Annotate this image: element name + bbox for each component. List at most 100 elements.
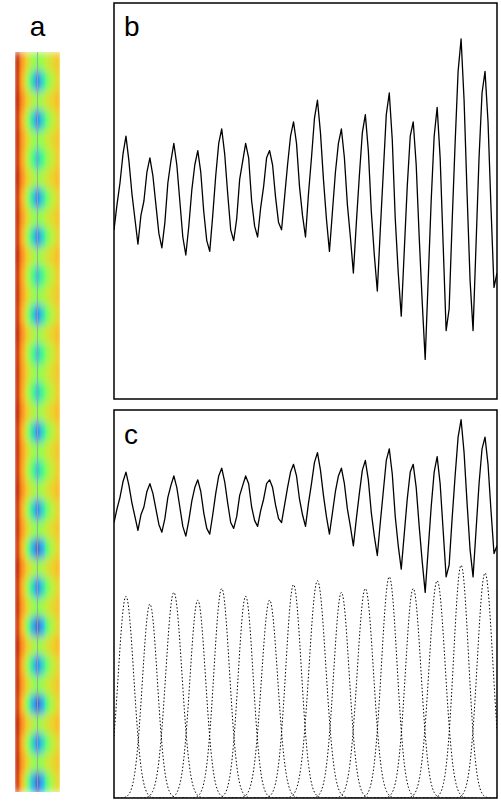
image-cell: [40, 480, 46, 500]
image-cell: [45, 325, 51, 345]
image-cell: [45, 305, 51, 325]
fitted-peak: [208, 596, 283, 798]
fitted-peak: [229, 600, 310, 798]
fitted-peak: [276, 581, 360, 798]
image-cell: [55, 558, 60, 578]
image-cell: [40, 695, 46, 715]
image-cell: [55, 734, 60, 754]
image-cell: [50, 578, 56, 598]
fitted-peak: [374, 588, 452, 798]
image-cell: [30, 52, 36, 72]
image-cell: [50, 403, 56, 423]
fitted-peak: [303, 592, 381, 798]
image-cell: [55, 110, 60, 130]
image-cell: [40, 247, 46, 267]
image-cell: [40, 773, 46, 792]
image-cell: [50, 675, 56, 695]
image-cell: [45, 617, 51, 637]
image-cell: [55, 539, 60, 559]
image-cell: [45, 422, 51, 442]
image-cell: [50, 558, 56, 578]
panel-letter: c: [124, 419, 138, 450]
image-cell: [20, 383, 26, 403]
image-cell: [25, 149, 31, 169]
image-cell: [15, 344, 21, 364]
image-cell: [55, 169, 60, 189]
image-cell: [30, 305, 36, 325]
figure: abc: [0, 0, 501, 802]
image-cell: [25, 247, 31, 267]
image-cell: [20, 519, 26, 539]
image-cell: [40, 422, 46, 442]
image-cell: [15, 461, 21, 481]
image-cell: [20, 266, 26, 286]
image-cell: [30, 403, 36, 423]
image-cell: [55, 383, 60, 403]
image-cell: [25, 773, 31, 792]
image-cell: [25, 169, 31, 189]
image-cell: [40, 617, 46, 637]
image-cell: [50, 325, 56, 345]
image-cell: [40, 403, 46, 423]
plot-frame: [114, 3, 497, 399]
image-cell: [30, 480, 36, 500]
image-cell: [45, 169, 51, 189]
image-cell: [30, 558, 36, 578]
image-cell: [30, 344, 36, 364]
image-cell: [30, 636, 36, 656]
image-cell: [25, 734, 31, 754]
image-cell: [20, 286, 26, 306]
image-cell: [45, 149, 51, 169]
image-cell: [50, 247, 56, 267]
image-cell: [55, 461, 60, 481]
image-cell: [30, 656, 36, 676]
image-cell: [45, 130, 51, 150]
image-cell: [20, 675, 26, 695]
image-cell: [40, 208, 46, 228]
image-cell: [45, 539, 51, 559]
panel-letter: b: [124, 11, 140, 42]
image-cell: [30, 714, 36, 734]
image-cell: [50, 441, 56, 461]
image-cell: [30, 617, 36, 637]
image-cell: [55, 344, 60, 364]
image-cell: [15, 227, 21, 247]
image-cell: [15, 149, 21, 169]
image-cell: [25, 383, 31, 403]
image-cell: [20, 208, 26, 228]
image-cell: [40, 130, 46, 150]
image-cell: [50, 714, 56, 734]
image-cell: [40, 266, 46, 286]
image-cell: [45, 636, 51, 656]
image-cell: [50, 110, 56, 130]
image-cell: [50, 422, 56, 442]
image-cell: [40, 91, 46, 111]
image-cell: [15, 305, 21, 325]
plot-area: [114, 39, 497, 359]
image-cell: [55, 305, 60, 325]
image-cell: [25, 480, 31, 500]
image-cell: [30, 519, 36, 539]
image-cell: [20, 149, 26, 169]
image-cell: [15, 91, 21, 111]
image-cell: [15, 597, 21, 617]
image-cell: [55, 617, 60, 637]
image-cell: [50, 773, 56, 792]
image-cell: [50, 227, 56, 247]
image-cell: [20, 597, 26, 617]
image-cell: [50, 71, 56, 91]
image-cell: [50, 500, 56, 520]
image-cell: [30, 110, 36, 130]
image-cell: [25, 91, 31, 111]
image-cell: [40, 714, 46, 734]
plot-frame: [114, 410, 497, 798]
image-cell: [20, 558, 26, 578]
image-cell: [50, 344, 56, 364]
image-cell: [55, 130, 60, 150]
image-cell: [20, 364, 26, 384]
image-cell: [55, 500, 60, 520]
center-line: [37, 52, 38, 792]
image-cell: [20, 461, 26, 481]
image-cell: [50, 91, 56, 111]
image-cell: [20, 130, 26, 150]
